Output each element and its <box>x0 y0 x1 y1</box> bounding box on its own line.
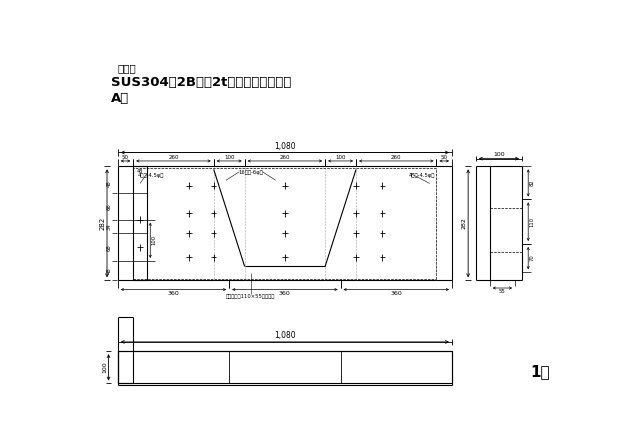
Text: 110: 110 <box>530 217 535 227</box>
Text: 100: 100 <box>493 152 505 157</box>
Text: A案: A案 <box>111 92 129 105</box>
Text: 282: 282 <box>461 218 467 229</box>
Text: 100: 100 <box>102 361 107 373</box>
Text: 1台: 1台 <box>530 364 550 379</box>
Text: 4ヶ所-4.5φ穴: 4ヶ所-4.5φ穴 <box>138 172 164 178</box>
Text: 360: 360 <box>168 291 179 296</box>
Text: 50: 50 <box>122 155 129 160</box>
Text: 100: 100 <box>224 155 234 160</box>
Text: 260: 260 <box>391 155 401 160</box>
Text: 82: 82 <box>530 179 535 187</box>
Text: 50: 50 <box>441 155 448 160</box>
Text: 70: 70 <box>530 255 535 261</box>
Text: 55: 55 <box>499 289 506 294</box>
Text: 260: 260 <box>280 155 290 160</box>
Text: 34: 34 <box>107 223 111 230</box>
Text: 66: 66 <box>107 203 111 210</box>
Text: 100: 100 <box>335 155 346 160</box>
Text: 360: 360 <box>279 291 291 296</box>
Text: 4ヶ所-4.5φ穴: 4ヶ所-4.5φ穴 <box>409 172 435 178</box>
Text: 仕切り板　110×55開口あり: 仕切り板 110×55開口あり <box>226 294 276 299</box>
Text: 48: 48 <box>107 267 111 274</box>
Text: 48: 48 <box>137 169 143 175</box>
Text: 100: 100 <box>152 235 157 245</box>
Text: SUS304：2B　　2t　　焼け取りまで: SUS304：2B 2t 焼け取りまで <box>111 76 291 89</box>
Text: 68: 68 <box>107 244 111 251</box>
Text: 1,080: 1,080 <box>274 331 296 340</box>
Text: 360: 360 <box>390 291 402 296</box>
Text: 16ヶ所-6φ穴: 16ヶ所-6φ穴 <box>239 170 263 175</box>
Text: 48: 48 <box>107 180 111 187</box>
Text: 1,080: 1,080 <box>274 142 296 151</box>
Text: 282: 282 <box>99 217 106 230</box>
Text: 加工図: 加工図 <box>118 63 136 73</box>
Text: 260: 260 <box>168 155 179 160</box>
